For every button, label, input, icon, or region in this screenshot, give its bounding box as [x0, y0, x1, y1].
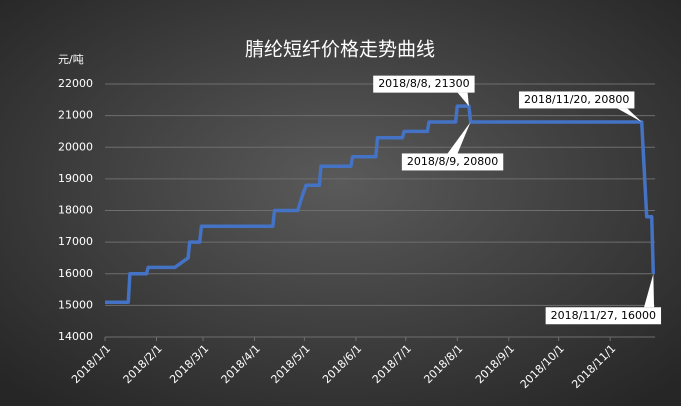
y-tick-label: 15000 — [58, 298, 93, 311]
callout-pointer — [617, 108, 642, 122]
callout-box — [545, 307, 662, 325]
y-tick-label: 21000 — [58, 109, 93, 122]
y-tick-label: 14000 — [58, 330, 93, 343]
callout-pointer — [644, 273, 655, 308]
data-label: 2018/11/20, 20800 — [524, 93, 629, 106]
y-tick-label: 22000 — [58, 77, 93, 90]
data-label: 2018/11/27, 16000 — [551, 309, 656, 322]
y-tick-label: 17000 — [58, 235, 93, 248]
data-label: 2018/8/9, 20800 — [407, 155, 498, 168]
y-tick-label: 19000 — [58, 172, 93, 185]
data-label: 2018/8/8, 21300 — [378, 77, 469, 90]
data-line — [105, 104, 656, 304]
callout-box — [519, 91, 635, 109]
chart-title: 腈纶短纤价格走势曲线 — [245, 39, 435, 61]
y-tick-label: 16000 — [58, 267, 93, 280]
callout-pointer — [447, 121, 471, 154]
callout-box — [373, 75, 475, 93]
y-tick-label: 20000 — [58, 140, 93, 153]
callout: 2018/11/27, 16000 — [545, 273, 662, 325]
callout-box — [401, 153, 504, 171]
y-tick-label: 18000 — [58, 204, 93, 217]
callout-pointer — [457, 92, 469, 107]
callout: 2018/8/8, 21300 — [373, 75, 475, 107]
callout: 2018/11/20, 20800 — [519, 91, 642, 122]
callout: 2018/8/9, 20800 — [401, 121, 504, 171]
y-axis-label: 元/吨 — [58, 53, 84, 66]
